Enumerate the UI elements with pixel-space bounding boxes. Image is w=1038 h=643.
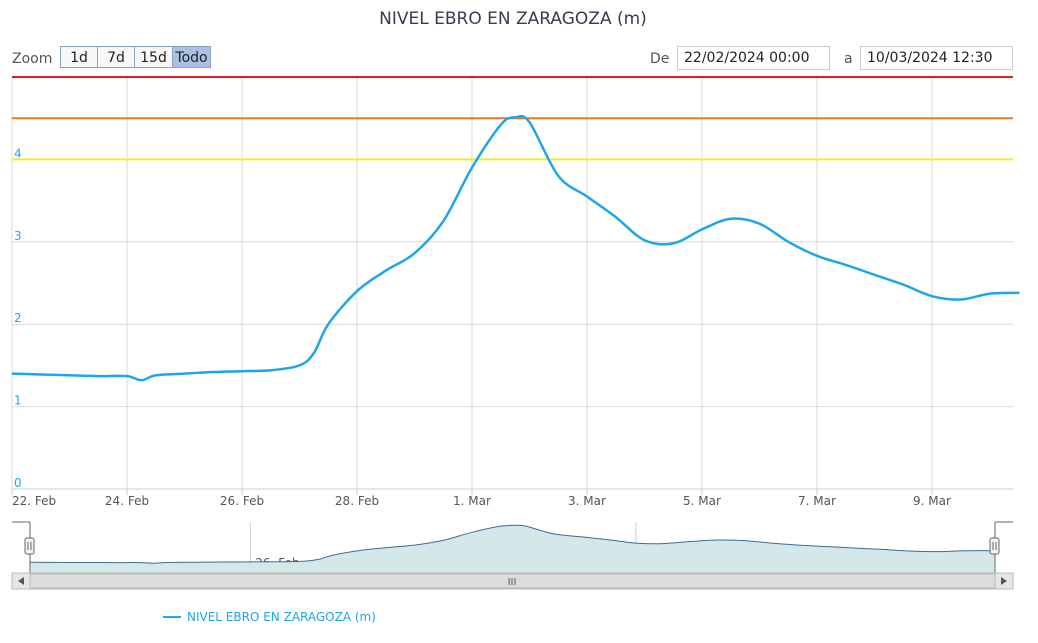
zoom-all-button[interactable]: Todo xyxy=(172,46,211,68)
y-tick-label: 3 xyxy=(14,229,22,243)
range-from-label: De xyxy=(650,51,670,67)
series-group xyxy=(11,114,1020,382)
navigator-area xyxy=(30,525,995,573)
legend-label: NIVEL EBRO EN ZARAGOZA (m) xyxy=(187,610,376,624)
legend-line-icon xyxy=(163,616,181,618)
y-axis-ticks: 0 1 2 3 4 xyxy=(14,146,22,490)
x-tick-label: 7. Mar xyxy=(798,494,836,508)
zoom-label: Zoom xyxy=(12,51,53,67)
arrow-left-icon xyxy=(18,577,24,585)
y-tick-label: 2 xyxy=(14,311,22,325)
x-tick-label: 9. Mar xyxy=(913,494,951,508)
range-from-input[interactable]: 22/02/2024 00:00 xyxy=(677,46,830,70)
range-to-input[interactable]: 10/03/2024 12:30 xyxy=(860,46,1013,70)
series-line xyxy=(11,114,1020,382)
x-axis-ticks: 22. Feb 24. Feb 26. Feb 28. Feb 1. Mar 3. Mar… xyxy=(11,488,1013,508)
x-tick-label: 24. Feb xyxy=(105,494,149,508)
plot-grid xyxy=(11,76,1013,490)
navigator[interactable]: 26. Feb4. Mar xyxy=(12,521,1013,573)
scrollbar[interactable]: III xyxy=(11,572,1014,590)
x-tick-label: 5. Mar xyxy=(683,494,721,508)
scrollbar-grip: III xyxy=(508,577,517,588)
range-to-label: a xyxy=(844,51,853,67)
navigator-right-handle[interactable] xyxy=(989,537,1000,555)
y-tick-label: 1 xyxy=(14,394,22,408)
x-tick-label: 22. Feb xyxy=(12,494,56,508)
x-tick-label: 28. Feb xyxy=(335,494,379,508)
x-tick-label: 1. Mar xyxy=(453,494,491,508)
y-tick-label: 4 xyxy=(14,146,22,160)
arrow-right-icon xyxy=(1001,577,1007,585)
y-tick-label: 0 xyxy=(14,476,22,490)
legend-item[interactable]: NIVEL EBRO EN ZARAGOZA (m) xyxy=(163,610,376,624)
navigator-left-handle[interactable] xyxy=(24,537,35,555)
chart-title: NIVEL EBRO EN ZARAGOZA (m) xyxy=(379,9,647,29)
x-tick-label: 3. Mar xyxy=(568,494,606,508)
x-tick-label: 26. Feb xyxy=(220,494,264,508)
navigator-line xyxy=(29,524,996,564)
